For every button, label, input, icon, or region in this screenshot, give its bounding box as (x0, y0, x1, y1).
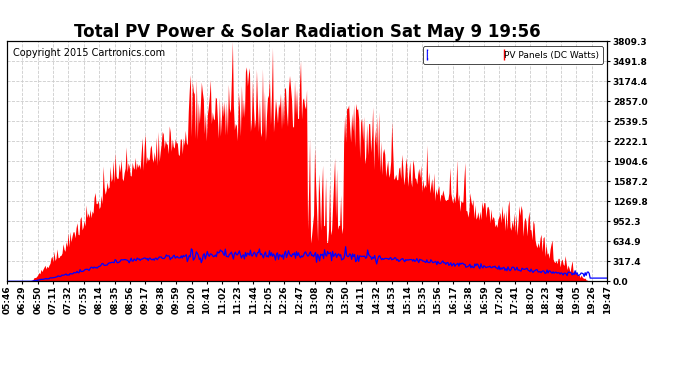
Text: Copyright 2015 Cartronics.com: Copyright 2015 Cartronics.com (13, 48, 165, 58)
Legend: Radiation (w/m2), PV Panels (DC Watts): Radiation (w/m2), PV Panels (DC Watts) (423, 46, 602, 64)
Title: Total PV Power & Solar Radiation Sat May 9 19:56: Total PV Power & Solar Radiation Sat May… (74, 23, 540, 41)
